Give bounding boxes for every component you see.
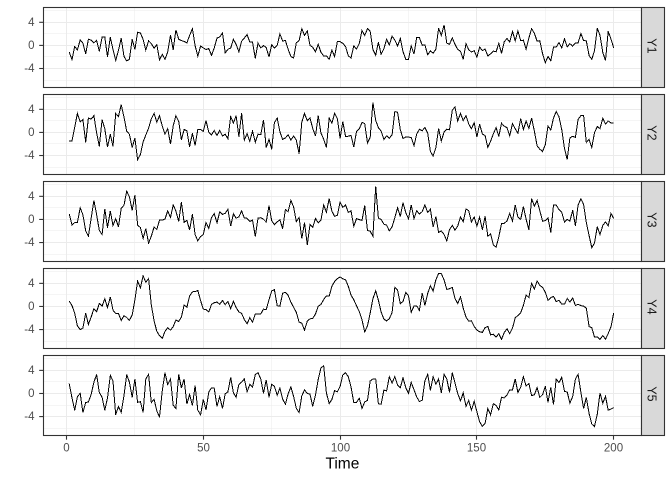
- svg-text:0: 0: [28, 301, 34, 313]
- svg-text:0: 0: [63, 442, 69, 454]
- svg-text:4: 4: [28, 104, 35, 116]
- svg-text:50: 50: [197, 442, 210, 454]
- svg-text:0: 0: [28, 388, 34, 400]
- svg-text:0: 0: [28, 214, 34, 226]
- svg-text:Y1: Y1: [644, 38, 658, 53]
- svg-text:0: 0: [28, 40, 34, 52]
- svg-text:-4: -4: [24, 411, 35, 423]
- svg-text:-4: -4: [24, 324, 35, 336]
- svg-text:4: 4: [28, 365, 35, 377]
- svg-text:Y5: Y5: [644, 386, 658, 401]
- svg-text:4: 4: [28, 17, 35, 29]
- svg-text:-4: -4: [24, 63, 35, 75]
- svg-text:4: 4: [28, 191, 35, 203]
- svg-text:4: 4: [28, 278, 35, 290]
- svg-text:Time: Time: [325, 456, 359, 473]
- svg-text:-4: -4: [24, 150, 35, 162]
- svg-text:Y2: Y2: [644, 125, 658, 140]
- svg-text:Y4: Y4: [644, 299, 658, 314]
- svg-text:150: 150: [467, 442, 486, 454]
- svg-text:100: 100: [331, 442, 350, 454]
- svg-text:-4: -4: [24, 237, 35, 249]
- svg-text:Y3: Y3: [644, 212, 658, 227]
- svg-text:200: 200: [604, 442, 623, 454]
- svg-text:0: 0: [28, 127, 34, 139]
